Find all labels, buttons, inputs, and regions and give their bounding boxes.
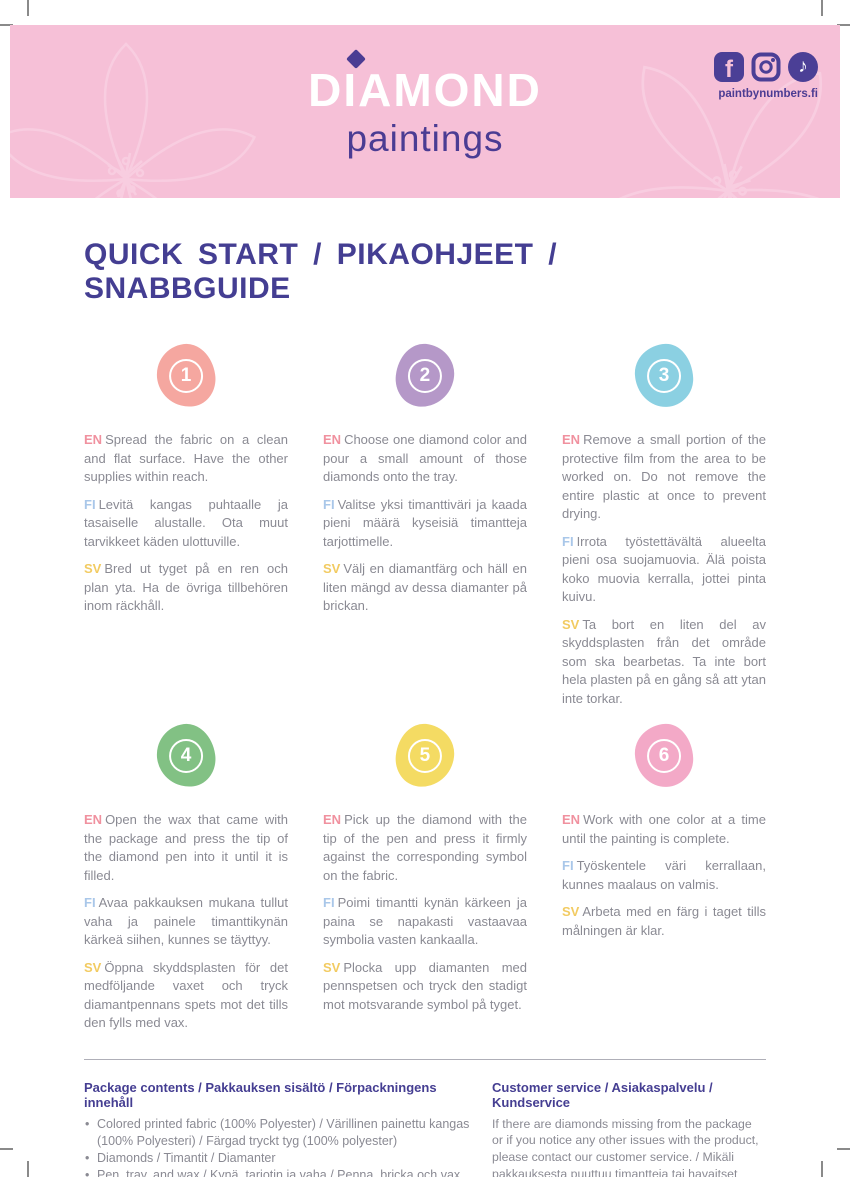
step-6-number: 6 (658, 744, 670, 766)
lang-label-sv: SV (562, 616, 580, 632)
step-6-text-fi: FI Työskentele väri kerrallaan, kunnes ma… (562, 858, 766, 892)
crop-mark (27, 0, 29, 16)
steps-row-2: 4 EN Open the wax that came with the pack… (84, 720, 766, 1033)
step-4: 4 EN Open the wax that came with the pack… (84, 720, 288, 1033)
lang-label-fi: FI (84, 895, 96, 910)
step-6-badge: 6 (633, 722, 695, 789)
step-6-text-en: EN Work with one color at a time until th… (562, 812, 766, 846)
flower-lineart-right (526, 25, 840, 198)
step-3-text-sv: SV Ta bort en liten del av skyddsplasten … (562, 616, 766, 706)
step-4-number: 4 (180, 744, 192, 766)
crop-mark (0, 24, 13, 26)
step-3: 3 EN Remove a small portion of the protec… (562, 342, 766, 708)
crop-mark (837, 24, 850, 26)
step-4-badge: 4 (152, 720, 220, 791)
step-1-text-en: EN Spread the fabric on a clean and flat … (84, 432, 288, 484)
customer-service-heading: Customer service / Asiakaspalvelu / Kund… (492, 1079, 713, 1110)
lang-label-sv: SV (84, 561, 102, 576)
step-2-text-fi: FI Valitse yksi timanttiväri ja kaada pie… (323, 496, 527, 549)
tiktok-glyph: ♪ (798, 56, 808, 77)
step-2-badge: 2 (392, 341, 458, 410)
step-6-text-sv: SV Arbeta med en färg i taget tills målni… (562, 904, 766, 938)
brand-subname: paintings (346, 117, 504, 159)
steps-row-1: 1 EN Spread the fabric on a clean and fla… (84, 340, 766, 708)
step-5-text-fi: FI Poimi timantti kynän kärkeen ja paina … (323, 895, 527, 947)
step-2-number: 2 (419, 364, 431, 386)
package-item: Pen, tray, and wax / Kynä, tarjotin ja v… (84, 1167, 470, 1177)
customer-service-section: Customer service / Asiakaspalvelu / Kund… (492, 1080, 766, 1177)
customer-service-body: If there are diamonds missing from the p… (492, 1116, 759, 1177)
lang-label-en: EN (562, 812, 581, 827)
step-2: 2 EN Choose one diamond color and pour a … (323, 341, 527, 708)
step-4-text-en: EN Open the wax that came with the packag… (84, 812, 288, 883)
flower-lineart-left (10, 25, 276, 198)
info-columns: Package contents / Pakkauksen sisältö / … (84, 1080, 766, 1177)
lang-label-sv: SV (323, 561, 341, 576)
step-3-text-en: EN Remove a small portion of the protecti… (562, 432, 766, 521)
crop-mark (837, 1148, 850, 1150)
step-2-text-sv: SV Välj en diamantfärg och häll en liten … (323, 561, 527, 613)
lang-label-en: EN (323, 432, 342, 447)
step-5-number: 5 (419, 744, 431, 766)
step-3-number: 3 (658, 364, 670, 386)
step-1: 1 EN Spread the fabric on a clean and fla… (84, 340, 288, 708)
lang-label-fi: FI (84, 496, 96, 512)
step-1-text-sv: SV Bred ut tyget på en ren och plan yta. … (84, 561, 288, 613)
lang-label-fi: FI (323, 496, 335, 512)
lang-label-sv: SV (84, 959, 102, 975)
package-item: Colored printed fabric (100% Polyester) … (84, 1116, 470, 1150)
step-5: 5 EN Pick up the diamond with the tip of … (323, 721, 527, 1033)
step-3-badge: 3 (633, 342, 695, 409)
crop-mark (821, 1161, 823, 1177)
brand-name: DIAMOND (308, 49, 542, 116)
package-contents-heading: Package contents / Pakkauksen sisältö / … (84, 1079, 437, 1110)
step-1-badge: 1 (152, 340, 220, 411)
crop-mark (27, 1161, 29, 1177)
brand-logo: DIAMOND paintings (10, 49, 840, 160)
lang-label-sv: SV (562, 904, 580, 919)
facebook-glyph: f (725, 56, 733, 82)
package-contents-list: Colored printed fabric (100% Polyester) … (84, 1116, 470, 1177)
lang-label-en: EN (323, 812, 342, 827)
lang-label-en: EN (562, 432, 581, 447)
page-title: QUICK START / PIKAOHJEET / SNABBGUIDE (84, 238, 558, 305)
section-divider (84, 1058, 766, 1060)
lang-label-fi: FI (323, 895, 335, 910)
website-link[interactable]: paintbynumbers.fi (718, 88, 818, 100)
step-1-number: 1 (180, 364, 192, 386)
instagram-icon[interactable] (751, 52, 781, 82)
lang-label-en: EN (84, 432, 103, 447)
lang-label-fi: FI (562, 533, 574, 549)
tiktok-icon[interactable]: ♪ (788, 52, 818, 82)
lang-label-fi: FI (562, 858, 574, 873)
lang-label-en: EN (84, 812, 103, 827)
page-content: QUICK START / PIKAOHJEET / SNABBGUIDE 1 … (84, 198, 766, 1177)
facebook-icon[interactable]: f (714, 52, 744, 82)
step-5-badge: 5 (392, 721, 458, 790)
step-2-text-en: EN Choose one diamond color and pour a sm… (323, 432, 527, 484)
step-4-text-sv: SV Öppna skyddsplasten för det medföljand… (84, 959, 288, 1031)
crop-mark (821, 0, 823, 16)
step-5-text-sv: SV Plocka upp diamanten med pennspetsen o… (323, 959, 527, 1012)
header-banner: DIAMOND paintings f ♪ paintbynumbers.fi (10, 25, 840, 198)
step-1-text-fi: FI Levitä kangas puhtaalle ja tasaiselle … (84, 496, 288, 549)
package-item: Diamonds / Timantit / Diamanter (84, 1150, 470, 1167)
package-contents-section: Package contents / Pakkauksen sisältö / … (84, 1080, 470, 1177)
crop-mark (0, 1148, 13, 1150)
lang-label-sv: SV (323, 959, 341, 975)
brand-name-text: DIAMOND (308, 64, 542, 116)
step-6: 6 EN Work with one color at a time until … (562, 722, 766, 1033)
step-4-text-fi: FI Avaa pakkauksen mukana tullut vaha ja … (84, 895, 288, 947)
step-5-text-en: EN Pick up the diamond with the tip of th… (323, 812, 527, 883)
step-3-text-fi: FI Irrota työstettävältä alueelta pieni o… (562, 533, 766, 605)
social-links-block: f ♪ paintbynumbers.fi (714, 52, 818, 100)
